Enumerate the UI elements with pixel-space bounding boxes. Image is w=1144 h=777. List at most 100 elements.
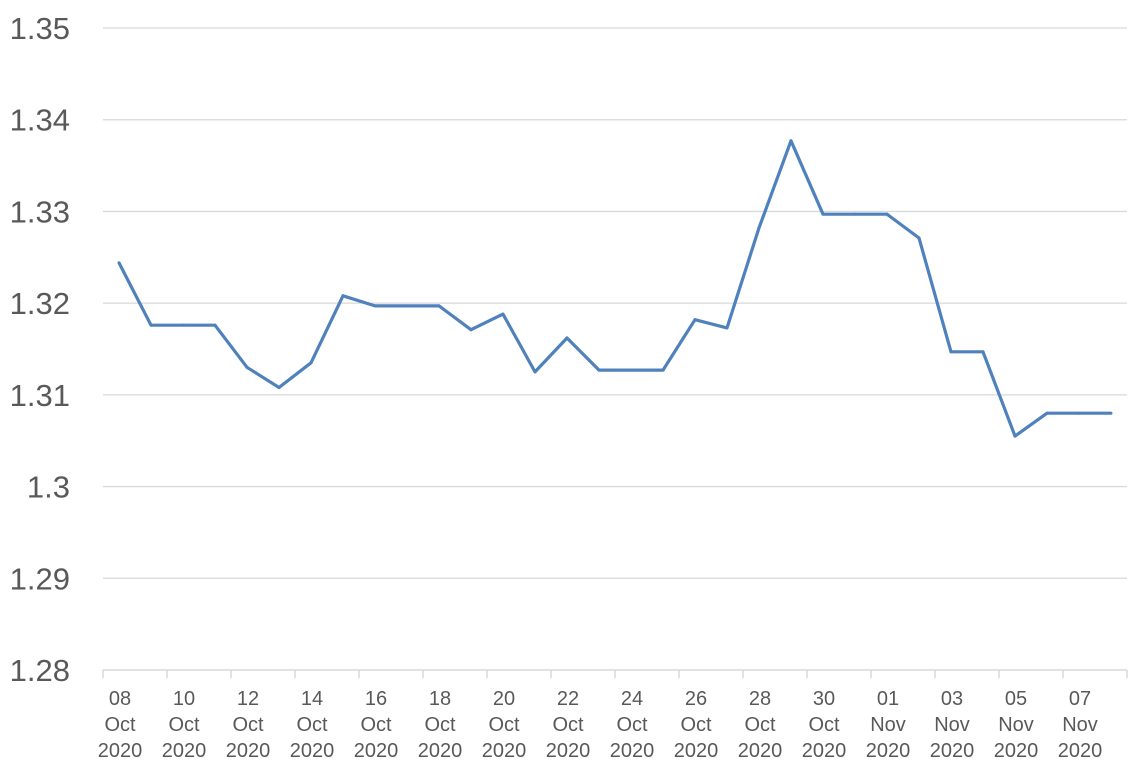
x-tick-label: 05 Nov 2020: [994, 688, 1039, 762]
x-tick-label-line: Nov: [870, 714, 906, 736]
x-tick-label-line: 14: [301, 688, 323, 710]
x-tick-label-line: 2020: [418, 740, 463, 762]
y-tick-label: 1.34: [10, 103, 70, 138]
y-axis-tick-labels: 1.28 1.29 1.3 1.31 1.32 1.33 1.34 1.35: [10, 11, 70, 688]
data-point: [629, 368, 633, 372]
x-tick-label-line: Oct: [232, 714, 264, 736]
x-tick-label-line: Oct: [424, 714, 456, 736]
x-tick-label-line: 2020: [546, 740, 591, 762]
x-tick-label: 16 Oct 2020: [354, 688, 399, 762]
data-point: [725, 326, 729, 330]
data-point: [469, 328, 473, 332]
x-tick-label: 30 Oct 2020: [802, 688, 847, 762]
data-point: [565, 336, 569, 340]
x-tick-label-line: 30: [813, 688, 835, 710]
data-point: [885, 212, 889, 216]
x-tick-label-line: Oct: [552, 714, 584, 736]
y-tick-label: 1.29: [10, 561, 70, 596]
x-tick-label-line: 20: [493, 688, 515, 710]
series-group: [117, 139, 1113, 438]
x-tick-label-line: 2020: [98, 740, 143, 762]
x-tick-label-line: Oct: [296, 714, 328, 736]
y-tick-label: 1.32: [10, 286, 70, 321]
x-tick-label-line: 2020: [290, 740, 335, 762]
x-tick-label: 10 Oct 2020: [162, 688, 207, 762]
x-tick-label-line: Oct: [104, 714, 136, 736]
x-tick-label-line: 12: [237, 688, 259, 710]
x-tick-label-line: 24: [621, 688, 643, 710]
x-tick-label-line: 28: [749, 688, 771, 710]
x-tick-label-line: Oct: [168, 714, 200, 736]
x-tick-label: 26 Oct 2020: [674, 688, 719, 762]
x-tick-label-line: Oct: [744, 714, 776, 736]
data-point: [117, 261, 121, 265]
x-tick-label: 24 Oct 2020: [610, 688, 655, 762]
x-tick-label-line: Oct: [360, 714, 392, 736]
data-point: [853, 212, 857, 216]
x-tick-label-line: Nov: [934, 714, 970, 736]
y-tick-label: 1.3: [27, 470, 70, 505]
data-point: [277, 386, 281, 390]
x-tick-label: 08 Oct 2020: [98, 688, 143, 762]
x-tick-label-line: 18: [429, 688, 451, 710]
data-point: [309, 361, 313, 365]
x-tick-label-line: 2020: [226, 740, 271, 762]
x-tick-label-line: 26: [685, 688, 707, 710]
x-tick-label: 12 Oct 2020: [226, 688, 271, 762]
y-tick-label: 1.35: [10, 11, 70, 46]
x-tick-label-line: 2020: [994, 740, 1039, 762]
x-tick-label-line: Nov: [1062, 714, 1098, 736]
data-point: [789, 139, 793, 143]
data-point: [821, 212, 825, 216]
x-tick-label-line: Nov: [998, 714, 1034, 736]
x-tick-label-line: 22: [557, 688, 579, 710]
data-point: [1013, 434, 1017, 438]
data-point: [341, 294, 345, 298]
gridlines: [103, 27, 1127, 579]
data-point: [661, 368, 665, 372]
x-tick-label-line: 2020: [354, 740, 399, 762]
x-tick-label-line: 01: [877, 688, 899, 710]
data-point: [533, 370, 537, 374]
x-tick-label-line: 2020: [162, 740, 207, 762]
data-point: [917, 236, 921, 240]
data-point: [213, 323, 217, 327]
x-tick-label: 07 Nov 2020: [1058, 688, 1103, 762]
x-tick-label: 22 Oct 2020: [546, 688, 591, 762]
data-point: [757, 226, 761, 230]
data-point: [437, 304, 441, 308]
data-point: [693, 318, 697, 322]
data-point: [501, 312, 505, 316]
x-tick-label-line: 2020: [866, 740, 911, 762]
x-tick-label-line: 10: [173, 688, 195, 710]
data-point: [149, 323, 153, 327]
x-tick-label-line: 03: [941, 688, 963, 710]
data-point: [245, 365, 249, 369]
x-tick-label-line: 2020: [802, 740, 847, 762]
data-point: [981, 350, 985, 354]
x-tick-label-line: Oct: [808, 714, 840, 736]
x-tick-label-line: 2020: [930, 740, 975, 762]
x-axis: 08 Oct 2020 10 Oct 2020 12 Oct 2020 14 Oct 2020 16 Oc…: [98, 669, 1128, 762]
x-tick-label-line: 2020: [1058, 740, 1103, 762]
x-tick-label: 18 Oct 2020: [418, 688, 463, 762]
x-tick-label-line: Oct: [680, 714, 712, 736]
x-tick-label: 14 Oct 2020: [290, 688, 335, 762]
y-tick-label: 1.33: [10, 194, 70, 229]
data-point: [1109, 411, 1113, 415]
x-tick-label-line: 2020: [482, 740, 527, 762]
x-tick-label-line: 05: [1005, 688, 1027, 710]
y-tick-label: 1.28: [10, 653, 70, 688]
x-tick-label-line: Oct: [616, 714, 648, 736]
data-point: [181, 323, 185, 327]
series-line: [117, 139, 1111, 438]
data-point: [1045, 411, 1049, 415]
x-tick-label-line: 2020: [738, 740, 783, 762]
x-tick-label: 28 Oct 2020: [738, 688, 783, 762]
data-point: [949, 350, 953, 354]
x-tick-label: 01 Nov 2020: [866, 688, 911, 762]
x-tick-label-line: 2020: [674, 740, 719, 762]
data-point: [405, 304, 409, 308]
x-tick-label-line: 08: [109, 688, 131, 710]
x-tick-label-line: 16: [365, 688, 387, 710]
